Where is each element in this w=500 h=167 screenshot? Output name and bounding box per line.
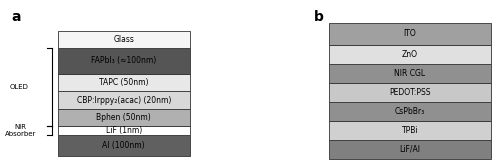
FancyBboxPatch shape	[328, 83, 492, 102]
Text: NIR
Absorber: NIR Absorber	[4, 124, 36, 137]
FancyBboxPatch shape	[58, 91, 190, 109]
FancyBboxPatch shape	[328, 23, 492, 45]
FancyBboxPatch shape	[58, 48, 190, 74]
Text: Al (100nm): Al (100nm)	[102, 141, 145, 150]
FancyBboxPatch shape	[58, 74, 190, 91]
Text: b: b	[314, 10, 324, 24]
Text: NIR CGL: NIR CGL	[394, 69, 426, 78]
Text: CBP:Irppy₂(acac) (20nm): CBP:Irppy₂(acac) (20nm)	[76, 96, 171, 105]
FancyBboxPatch shape	[328, 121, 492, 140]
Text: OLED: OLED	[10, 84, 29, 90]
FancyBboxPatch shape	[328, 64, 492, 83]
FancyBboxPatch shape	[328, 45, 492, 64]
FancyBboxPatch shape	[58, 126, 190, 135]
Text: FAPbI₃ (≈100nm): FAPbI₃ (≈100nm)	[91, 56, 156, 65]
FancyBboxPatch shape	[328, 102, 492, 121]
Text: TPBi: TPBi	[402, 126, 418, 135]
FancyBboxPatch shape	[328, 140, 492, 159]
FancyBboxPatch shape	[58, 135, 190, 156]
Text: a: a	[12, 10, 21, 24]
FancyBboxPatch shape	[58, 31, 190, 48]
Text: LiF (1nm): LiF (1nm)	[106, 126, 142, 135]
Text: Bphen (50nm): Bphen (50nm)	[96, 113, 151, 122]
Text: PEDOT:PSS: PEDOT:PSS	[389, 88, 430, 97]
Text: CsPbBr₃: CsPbBr₃	[395, 107, 425, 116]
Text: TAPC (50nm): TAPC (50nm)	[99, 78, 148, 87]
Text: ZnO: ZnO	[402, 50, 418, 59]
Text: LiF/Al: LiF/Al	[400, 145, 420, 154]
Text: ITO: ITO	[404, 29, 416, 38]
FancyBboxPatch shape	[58, 109, 190, 126]
Text: Glass: Glass	[114, 35, 134, 44]
